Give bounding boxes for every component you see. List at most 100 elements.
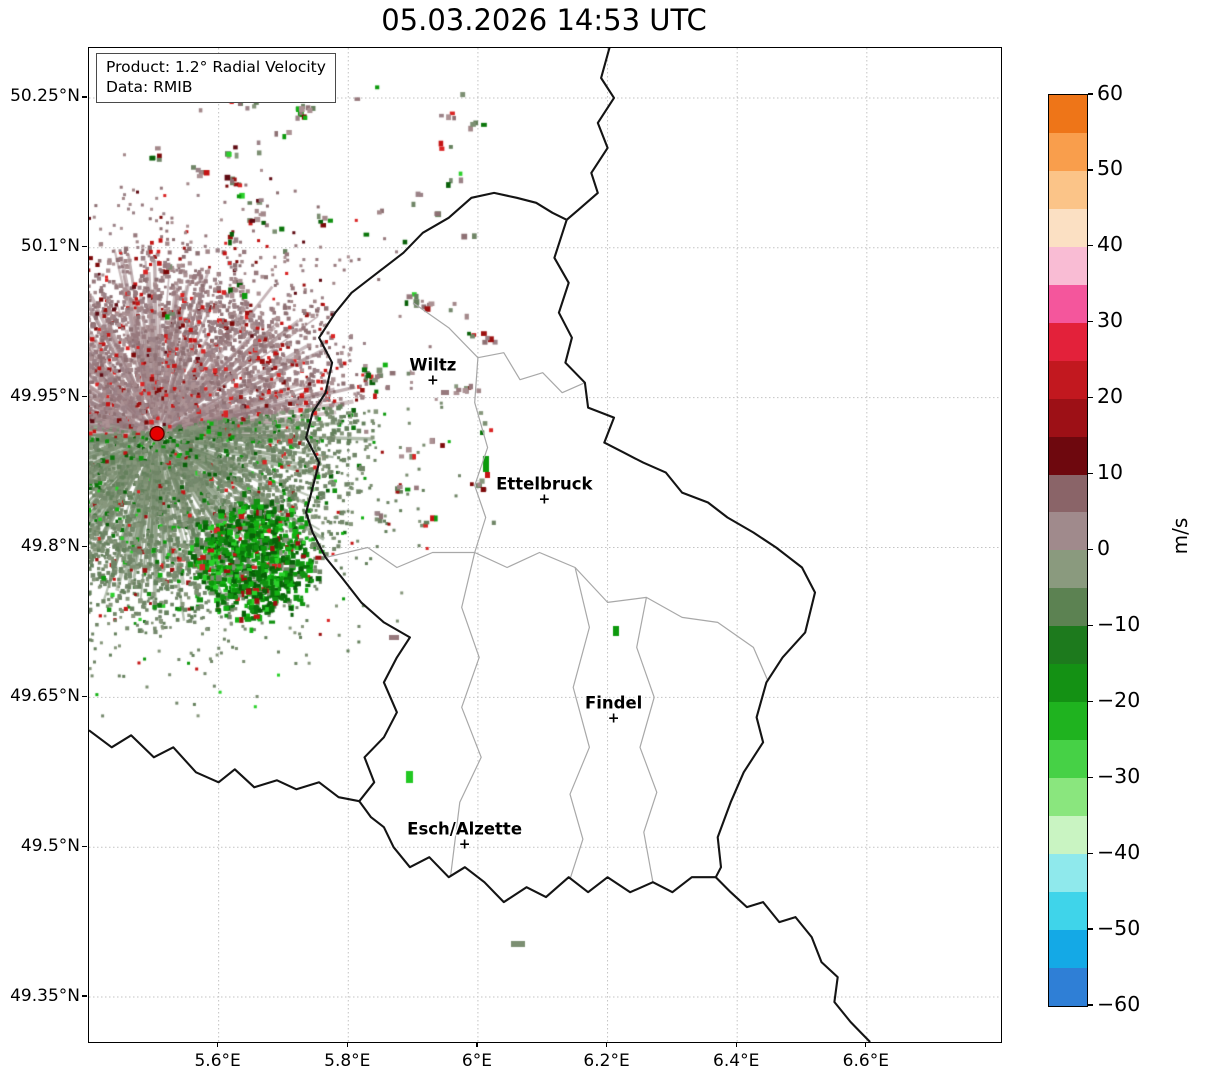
y-tick-mark — [82, 396, 87, 398]
y-tick-mark — [82, 545, 87, 548]
colorbar-tick-label: 50 — [1097, 156, 1124, 181]
district-border-path — [636, 597, 658, 883]
y-tick-label: 49.95°N — [10, 386, 80, 407]
district-border-path — [474, 357, 489, 553]
radar-site-dot — [149, 425, 165, 442]
colorbar-tick-mark — [1088, 245, 1093, 247]
colorbar-tick-mark — [1088, 852, 1093, 854]
y-tick-mark — [82, 246, 87, 248]
product-info-line2: Data: RMIB — [106, 78, 193, 97]
y-tick-label: 49.35°N — [10, 985, 80, 1006]
x-tick-label: 6°E — [461, 1051, 492, 1071]
country-border-path — [305, 191, 817, 904]
y-tick-label: 50.1°N — [20, 236, 80, 257]
colorbar-band — [1049, 967, 1087, 1006]
figure-title: 05.03.2026 14:53 UTC — [381, 3, 707, 37]
colorbar-band — [1049, 398, 1087, 437]
country-border-path — [566, 48, 616, 221]
colorbar — [1048, 94, 1088, 1007]
city-marker: + — [426, 372, 439, 389]
radar-echo-canvas — [89, 48, 1001, 1042]
colorbar-band — [1049, 132, 1087, 171]
map-borders — [89, 48, 871, 1042]
x-tick-label: 6.4°E — [713, 1051, 760, 1071]
city-marker: + — [458, 836, 471, 853]
colorbar-tick-label: −60 — [1097, 991, 1141, 1016]
city-label: Wiltz — [409, 355, 457, 375]
district-border-path — [412, 302, 586, 394]
colorbar-tick-mark — [1088, 928, 1093, 930]
colorbar-band — [1049, 626, 1087, 665]
colorbar-tick-label: 40 — [1097, 232, 1124, 257]
city-label: Esch/Alzette — [407, 819, 523, 839]
colorbar-tick-label: 20 — [1097, 384, 1124, 409]
colorbar-band — [1049, 284, 1087, 323]
colorbar-tick-label: 60 — [1097, 80, 1124, 105]
colorbar-band — [1049, 474, 1087, 513]
colorbar-tick-mark — [1088, 548, 1093, 551]
colorbar-tick-mark — [1088, 321, 1093, 323]
x-tick-label: 6.6°E — [842, 1051, 889, 1071]
y-tick-label: 49.8°N — [20, 535, 80, 556]
colorbar-band — [1049, 702, 1087, 741]
colorbar-tick-mark — [1088, 776, 1093, 778]
x-tick-mark — [865, 1042, 867, 1047]
colorbar-tick-label: −50 — [1097, 915, 1141, 940]
x-tick-label: 5.8°E — [324, 1051, 371, 1071]
district-border-path — [569, 567, 590, 880]
colorbar-band — [1049, 550, 1087, 589]
colorbar-tick-mark — [1088, 700, 1093, 702]
colorbar-band — [1049, 816, 1087, 855]
colorbar-band — [1049, 512, 1087, 551]
colorbar-tick-mark — [1088, 169, 1093, 171]
y-tick-label: 50.25°N — [10, 86, 80, 107]
colorbar-band — [1049, 360, 1087, 399]
colorbar-tick-label: 10 — [1097, 460, 1124, 485]
city-marker: + — [538, 491, 551, 508]
district-border-path — [450, 552, 482, 876]
y-tick-mark — [82, 995, 87, 997]
y-tick-label: 49.65°N — [10, 685, 80, 706]
y-tick-mark — [82, 695, 87, 697]
plot-area: Product: 1.2° Radial Velocity Data: RMIB — [88, 47, 1002, 1043]
country-border-path — [89, 729, 360, 803]
colorbar-tick-mark — [1088, 472, 1093, 475]
colorbar-band — [1049, 170, 1087, 209]
colorbar-tick-label: −20 — [1097, 687, 1141, 712]
x-tick-mark — [735, 1042, 737, 1047]
colorbar-band — [1049, 854, 1087, 893]
colorbar-band — [1049, 588, 1087, 627]
colorbar-tick-label: 30 — [1097, 308, 1124, 333]
colorbar-band — [1049, 929, 1087, 968]
colorbar-tick-mark — [1088, 624, 1093, 626]
colorbar-band — [1049, 892, 1087, 930]
colorbar-band — [1049, 208, 1087, 247]
colorbar-band — [1049, 95, 1087, 133]
x-tick-mark — [605, 1042, 608, 1047]
colorbar-tick-mark — [1088, 1004, 1093, 1006]
colorbar-tick-mark — [1088, 93, 1093, 95]
colorbar-tick-mark — [1088, 397, 1093, 399]
product-info-line1: Product: 1.2° Radial Velocity — [106, 58, 326, 76]
colorbar-band — [1049, 778, 1087, 817]
y-tick-mark — [82, 96, 87, 98]
colorbar-band — [1049, 740, 1087, 779]
city-label: Findel — [585, 693, 643, 713]
city-marker: + — [607, 711, 620, 728]
x-tick-mark — [346, 1042, 348, 1047]
y-tick-mark — [82, 845, 87, 847]
colorbar-band — [1049, 246, 1087, 285]
colorbar-unit-label: m/s — [1168, 517, 1192, 555]
product-info-box: Product: 1.2° Radial Velocity Data: RMIB — [96, 53, 336, 103]
district-border-path — [325, 546, 769, 681]
colorbar-tick-label: −30 — [1097, 763, 1141, 788]
y-tick-label: 49.5°N — [20, 835, 80, 856]
x-tick-label: 5.6°E — [194, 1051, 241, 1071]
x-tick-mark — [476, 1042, 478, 1047]
city-label: Ettelbruck — [496, 473, 593, 493]
country-border-path — [715, 876, 871, 1042]
colorbar-tick-label: −40 — [1097, 839, 1141, 864]
colorbar-tick-label: −10 — [1097, 611, 1141, 636]
colorbar-band — [1049, 322, 1087, 361]
x-tick-mark — [217, 1042, 219, 1047]
